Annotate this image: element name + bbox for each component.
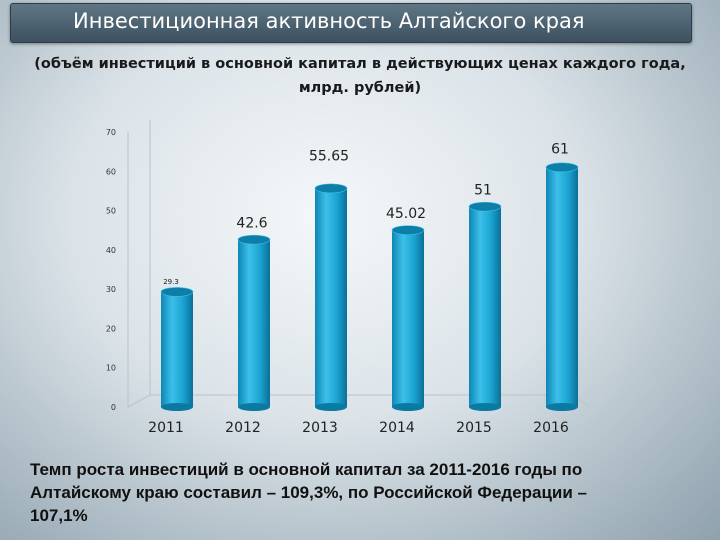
- bar: [160, 287, 194, 411]
- y-tick-label: 50: [106, 207, 116, 216]
- x-tick-label: 2014: [379, 420, 415, 436]
- y-tick-label: 70: [106, 128, 116, 137]
- y-tick-label: 20: [106, 324, 116, 333]
- x-tick-label: 2011: [148, 420, 184, 436]
- data-label: 51: [474, 183, 492, 199]
- bar: [545, 162, 579, 411]
- data-label: 42.6: [236, 216, 267, 232]
- x-tick-label: 2016: [533, 420, 569, 436]
- x-tick-label: 2012: [225, 420, 261, 436]
- subtitle-line-1: (объём инвестиций в основной капитал в д…: [34, 56, 686, 72]
- x-tick-label: 2013: [302, 420, 338, 436]
- floor-outline: [127, 394, 591, 408]
- growth-summary: Темп роста инвестиций в основной капитал…: [30, 458, 700, 527]
- summary-line-2: Алтайскому краю составил – 109,3%, по Ро…: [30, 483, 588, 502]
- data-label: 61: [551, 141, 569, 157]
- data-label: 45.02: [386, 206, 426, 222]
- y-tick-label: 30: [106, 285, 116, 294]
- subtitle-line-2: млрд. рублей): [298, 80, 422, 96]
- data-label: 29.3: [163, 278, 179, 286]
- bar: [391, 225, 425, 411]
- y-tick-label: 10: [106, 364, 116, 373]
- page-title: Инвестиционная активность Алтайского кра…: [73, 9, 585, 33]
- bar: [468, 201, 502, 411]
- chart-subtitle: (объём инвестиций в основной капитал в д…: [10, 52, 710, 100]
- x-tick-label: 2015: [456, 420, 492, 436]
- title-bar: Инвестиционная активность Алтайского кра…: [10, 3, 692, 43]
- y-tick-label: 0: [111, 403, 116, 412]
- summary-line-1: Темп роста инвестиций в основной капитал…: [30, 460, 583, 479]
- data-label: 55.65: [309, 148, 349, 164]
- bar: [237, 234, 271, 411]
- summary-line-3: 107,1%: [30, 506, 88, 525]
- y-tick-label: 60: [106, 167, 116, 176]
- y-tick-label: 40: [106, 246, 116, 255]
- bar: [314, 183, 348, 411]
